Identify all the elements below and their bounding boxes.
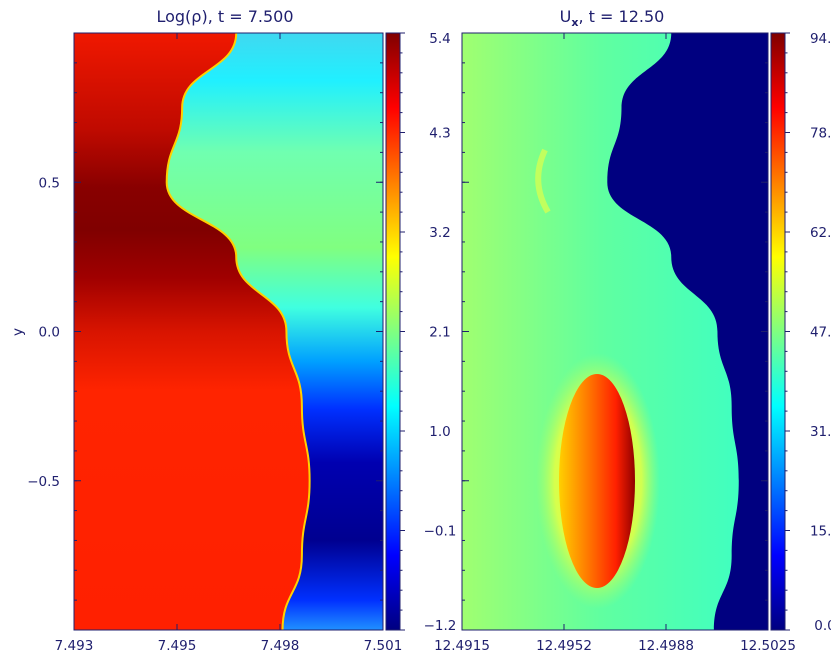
- colorbar-tick-label: 5.4: [429, 31, 450, 47]
- x-tick-label-1: 7.495: [158, 638, 197, 654]
- colorbar-tick-label: 78.3: [810, 126, 831, 142]
- colorbar-tick-label: 15.7: [810, 524, 831, 540]
- y-tick-label: 0.0: [39, 325, 60, 341]
- colorbar-tick-label: 31.3: [810, 424, 831, 440]
- x-tick-label-1: 7.493: [55, 638, 94, 654]
- colorbar-tick-label: 0.0: [814, 618, 831, 634]
- colorbar-tick-label: 4.3: [429, 126, 450, 142]
- shocked-layer: [462, 33, 739, 630]
- x-tick-label-2: 12.5025: [740, 638, 796, 654]
- x-tick-label-1: 7.498: [261, 638, 300, 654]
- density-panel: [74, 33, 383, 630]
- cusp-highlight: [535, 148, 551, 214]
- x-tick-label-2: 12.4952: [536, 638, 592, 654]
- panel-1-title: Log(ρ), t = 7.500: [156, 7, 293, 26]
- x-tick-label-1: 7.501: [364, 638, 403, 654]
- panel-2-title: Ux, t = 12.50: [560, 7, 665, 29]
- colorbar-tick-label: −0.1: [424, 524, 457, 540]
- colorbar-2: 94.0 78.3 62.7 47.0 31.3 15.7 0.0: [770, 31, 831, 634]
- colorbar-tick-label: 2.1: [429, 325, 450, 341]
- panel-2-title-subscript: x: [571, 16, 578, 29]
- velocity-panel: [462, 33, 768, 630]
- dense-region: [74, 33, 310, 630]
- y-tick-label: 0.5: [39, 175, 60, 191]
- x-tick-label-2: 12.4988: [638, 638, 694, 654]
- panel-2-title-main: U: [560, 7, 572, 26]
- jet-blob: [559, 374, 635, 588]
- colorbar-2-ramp: [770, 32, 786, 631]
- y-axis-label: y: [10, 328, 26, 336]
- colorbar-1-ramp: [385, 32, 401, 631]
- colorbar-tick-label: 94.0: [810, 31, 831, 47]
- x-tick-label-2: 12.4915: [434, 638, 490, 654]
- y-tick-label: −0.5: [27, 474, 60, 490]
- colorbar-tick-label: 3.2: [429, 225, 450, 241]
- panel-2-title-suffix: , t = 12.50: [579, 7, 665, 26]
- colorbar-tick-label: 1.0: [429, 424, 450, 440]
- colorbar-tick-label: 47.0: [810, 325, 831, 341]
- colorbar-tick-label: 62.7: [810, 225, 831, 241]
- colorbar-1: 5.4 4.3 3.2 2.1 1.0 −0.1 −1.2: [385, 31, 457, 634]
- colorbar-tick-label: −1.2: [424, 618, 457, 634]
- interface-edge: [165, 33, 311, 630]
